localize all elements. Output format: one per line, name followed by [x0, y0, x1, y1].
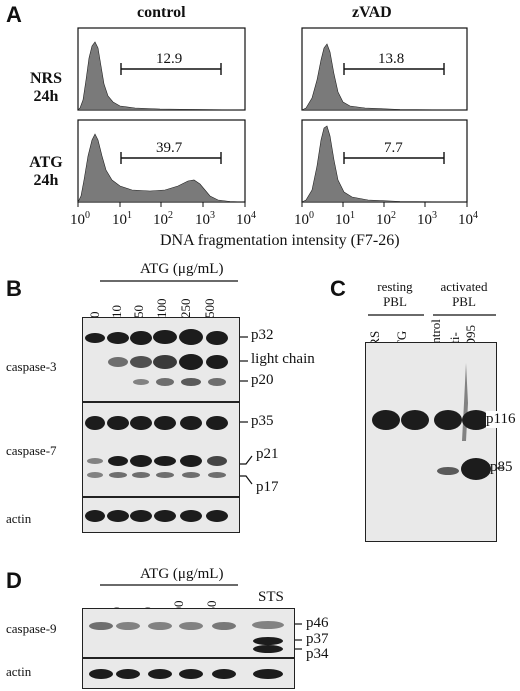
- tick-label-left-1: 101: [112, 210, 132, 228]
- hist-nrs-control: [77, 41, 246, 111]
- panel-c-label: C: [330, 276, 346, 301]
- panel-d-header: ATG (μg/mL): [140, 566, 224, 582]
- band-p20: p20: [251, 372, 274, 388]
- tick-label-left-4: 104: [236, 210, 256, 228]
- row-label-atg-line1: ATG: [29, 154, 63, 171]
- group-resting-line2: PBL: [383, 294, 407, 309]
- panel-b-header: ATG (μg/mL): [140, 261, 224, 277]
- hist-atg-control: [77, 133, 246, 203]
- band-p116: p116: [486, 411, 516, 428]
- tick-label-left-2: 102: [153, 210, 173, 228]
- row-label-atg: ATG 24h: [24, 154, 68, 190]
- group-activated-pbl: activated PBL: [428, 279, 500, 309]
- blot-parp: [365, 342, 497, 542]
- panel-d-label: D: [6, 568, 22, 593]
- tick-label-right-2: 102: [376, 210, 396, 228]
- gate-bars: [120, 63, 445, 164]
- tick-label-right-1: 101: [335, 210, 355, 228]
- tick-label-left-3: 103: [195, 210, 215, 228]
- blot-caspase-7: [82, 402, 240, 497]
- blot-actin-d: [82, 658, 295, 689]
- group-activated-line1: activated: [440, 279, 488, 294]
- group-activated-line2: PBL: [452, 294, 476, 309]
- row-label-nrs: NRS 24h: [24, 70, 68, 106]
- band-light-chain: light chain: [251, 351, 315, 367]
- row-label-nrs-line2: 24h: [33, 88, 59, 105]
- band-p85: p85: [490, 459, 513, 475]
- lane-d-sts: STS: [258, 589, 284, 605]
- tick-label-right-0: 100: [294, 210, 314, 228]
- tick-label-left-0: 100: [70, 210, 90, 228]
- value-atg-control: 39.7: [156, 140, 183, 156]
- panel-b-label: B: [6, 276, 22, 301]
- band-p35: p35: [251, 413, 274, 429]
- row-label-actin-b: actin: [6, 511, 32, 526]
- axis-label-dna: DNA fragmentation intensity (F7-26): [160, 232, 400, 249]
- band-p46: p46: [306, 615, 329, 631]
- tick-label-right-4: 104: [458, 210, 478, 228]
- hist-atg-zvad: [301, 125, 468, 203]
- group-resting-pbl: resting PBL: [364, 279, 426, 309]
- band-p32: p32: [251, 327, 274, 343]
- value-atg-zvad: 7.7: [384, 140, 403, 156]
- row-label-caspase-7: caspase-7: [6, 443, 57, 458]
- value-nrs-zvad: 13.8: [378, 51, 405, 67]
- band-p37: p37: [306, 631, 329, 647]
- panel-a-label: A: [6, 2, 22, 27]
- band-p34: p34: [306, 646, 329, 662]
- hist-nrs-zvad: [301, 43, 468, 111]
- row-label-atg-line2: 24h: [33, 172, 59, 189]
- band-p21: p21: [256, 446, 279, 462]
- value-nrs-control: 12.9: [156, 51, 183, 67]
- row-label-caspase-9: caspase-9: [6, 621, 57, 636]
- row-label-nrs-line1: NRS: [29, 70, 62, 87]
- col-header-zvad: zVAD: [352, 4, 392, 21]
- tick-label-right-3: 103: [417, 210, 437, 228]
- blot-caspase-3: [82, 317, 240, 402]
- row-label-caspase-3: caspase-3: [6, 359, 57, 374]
- row-label-actin-d: actin: [6, 664, 32, 679]
- blot-caspase-9: [82, 608, 295, 658]
- group-resting-line1: resting: [377, 279, 413, 294]
- col-header-control: control: [137, 4, 186, 21]
- blot-actin-b: [82, 497, 240, 533]
- band-p17: p17: [256, 479, 279, 495]
